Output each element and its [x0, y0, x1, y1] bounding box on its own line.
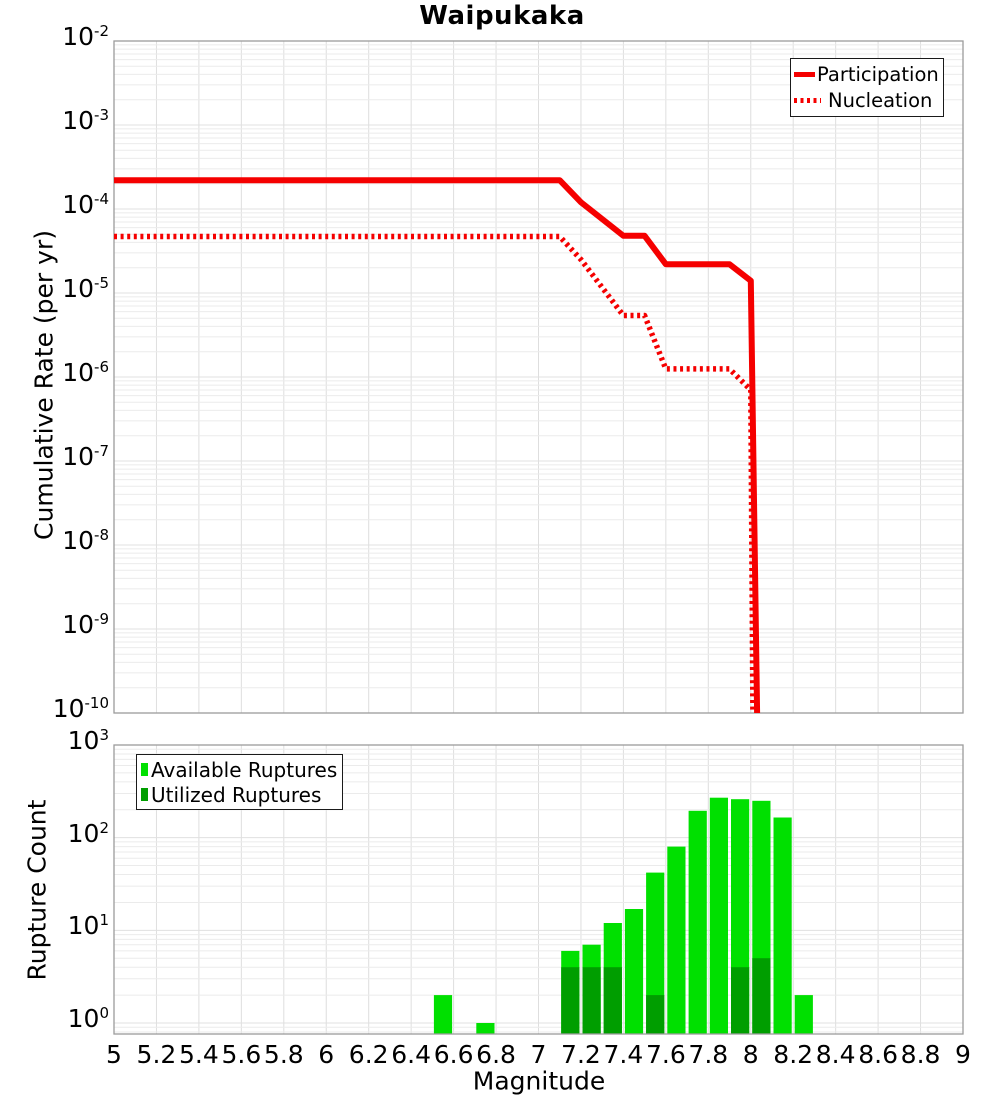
x-tick-label: 8.8 — [900, 1040, 941, 1069]
x-tick-label: 8.4 — [815, 1040, 856, 1069]
x-tick-label: 5.8 — [263, 1040, 304, 1069]
legend-label-nucleation: Nucleation — [828, 89, 933, 113]
x-tick-label: 8.6 — [858, 1040, 898, 1069]
y-tick-label: 10-4 — [62, 190, 109, 219]
available-bar — [709, 797, 728, 1034]
utilized-bar — [731, 967, 750, 1034]
y-tick-label: 10-8 — [62, 526, 109, 555]
y-tick-label: 10-7 — [62, 442, 109, 471]
x-tick-label: 8 — [742, 1040, 759, 1069]
x-tick-label: 6.2 — [348, 1040, 389, 1069]
y-tick-label: 101 — [67, 911, 109, 941]
legend-label-utilized: Utilized Ruptures — [151, 782, 322, 807]
available-ruptures-swatch — [141, 763, 148, 776]
top-panel-grid — [114, 41, 963, 713]
y-tick-label: 10-5 — [62, 274, 109, 303]
available-bar — [646, 872, 665, 1034]
legend-row-nucleation: Nucleation — [794, 89, 941, 112]
available-bar — [624, 909, 644, 1034]
x-tick-label: 5.4 — [179, 1040, 219, 1069]
y-tick-label: 10-2 — [62, 22, 109, 51]
y-tick-label: 100 — [67, 1004, 109, 1033]
x-tick-label: 7 — [530, 1040, 547, 1069]
utilized-bar — [561, 967, 580, 1034]
available-bar — [794, 995, 813, 1034]
x-tick-label: 6 — [318, 1040, 335, 1069]
available-bar — [476, 1023, 495, 1034]
bottom-panel-grid — [114, 745, 963, 1034]
x-tick-label: 5.6 — [221, 1040, 262, 1069]
top-panel-border — [113, 40, 964, 714]
x-tick-label: 6.4 — [391, 1040, 432, 1069]
x-axis-label: Magnitude — [472, 1066, 606, 1096]
x-tick-label: 7.4 — [603, 1040, 644, 1069]
y-tick-label: 10-10 — [52, 694, 109, 723]
nucleation-line — [114, 233, 756, 714]
chart-title: Waipukaka — [419, 1, 585, 31]
x-tick-label: 7.6 — [645, 1040, 686, 1069]
bottom-panel-border — [113, 744, 964, 1035]
available-bar — [433, 995, 453, 1034]
utilized-ruptures-swatch — [141, 788, 148, 801]
y-tick-label: 102 — [67, 818, 109, 848]
legend-row-participation: Participation — [794, 63, 941, 86]
x-tick-label: 8.2 — [773, 1040, 814, 1069]
top-legend: Participation Nucleation — [790, 58, 944, 117]
y-tick-label: 10-9 — [62, 610, 109, 639]
x-tick-label: 5.2 — [136, 1040, 177, 1069]
legend-label-participation: Participation — [817, 62, 939, 86]
bottom-legend: Available Ruptures Utilized Ruptures — [136, 754, 343, 810]
utilized-bar — [582, 967, 601, 1034]
legend-label-available: Available Ruptures — [151, 757, 338, 782]
x-tick-label: 6.8 — [476, 1040, 516, 1069]
rupture-bars — [433, 797, 813, 1034]
available-bar — [667, 846, 686, 1034]
participation-line-swatch — [794, 71, 815, 77]
x-tick-label: 7.2 — [561, 1040, 601, 1069]
y-tick-label: 10-3 — [62, 106, 109, 135]
utilized-bar — [603, 967, 622, 1034]
available-bar — [773, 817, 792, 1034]
legend-row-available: Available Ruptures — [141, 758, 340, 782]
nucleation-line-swatch — [794, 98, 821, 104]
participation-line — [114, 177, 761, 714]
utilized-bar — [646, 995, 665, 1034]
y-tick-label: 10-6 — [62, 358, 109, 387]
legend-row-utilized: Utilized Ruptures — [141, 783, 340, 807]
x-tick-label: 9 — [955, 1040, 971, 1069]
available-bar — [688, 810, 707, 1034]
x-tick-label: 5 — [106, 1040, 122, 1069]
y-tick-label: 103 — [67, 725, 109, 755]
x-tick-label: 7.8 — [688, 1040, 729, 1069]
x-tick-label: 6.6 — [433, 1040, 474, 1069]
utilized-bar — [752, 958, 771, 1034]
